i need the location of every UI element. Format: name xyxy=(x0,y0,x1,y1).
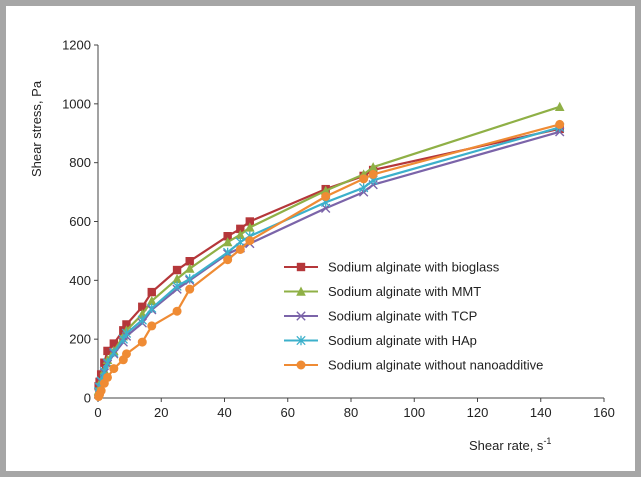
x-axis-label-superscript: -1 xyxy=(543,436,551,446)
data-point xyxy=(321,191,331,201)
y-tick-label: 600 xyxy=(69,214,91,229)
data-point xyxy=(147,321,157,331)
data-point xyxy=(109,364,119,374)
data-point xyxy=(138,302,147,312)
y-tick-label: 200 xyxy=(69,332,91,347)
data-point xyxy=(137,315,147,325)
data-point xyxy=(102,358,113,368)
data-point xyxy=(245,222,255,232)
x-tick-label: 0 xyxy=(94,405,101,420)
legend-marker xyxy=(296,286,306,296)
y-tick-label: 1000 xyxy=(62,96,91,111)
data-point xyxy=(223,255,233,265)
x-tick-label: 20 xyxy=(154,405,168,420)
grid-layer xyxy=(94,44,605,402)
tick-layer: 0 200 400 600 800 1000 1200 0 20 40 60 80 100 120 140 1… xyxy=(62,38,615,421)
y-tick-label: 800 xyxy=(69,155,91,170)
data-point xyxy=(103,346,112,356)
data-point xyxy=(172,281,182,291)
data-point xyxy=(172,273,182,284)
legend-label: Sodium alginate with TCP xyxy=(328,309,477,324)
legend-label: Sodium alginate with HAp xyxy=(328,333,477,348)
data-point xyxy=(121,328,132,338)
data-point xyxy=(185,284,195,294)
x-tick-label: 80 xyxy=(344,405,358,420)
data-point xyxy=(358,182,369,193)
data-point xyxy=(185,274,195,284)
x-tick-label: 100 xyxy=(403,405,425,420)
data-point xyxy=(236,224,245,234)
legend-label: Sodium alginate with bioglass xyxy=(328,260,500,275)
legend: Sodium alginate with bioglass Sodium algi… xyxy=(284,260,543,373)
legend-marker xyxy=(296,262,306,272)
legend-label: Sodium alginate without nanoadditive xyxy=(328,358,543,373)
data-point xyxy=(109,347,119,358)
data-point xyxy=(223,232,232,241)
legend-item-4: Sodium alginate without nanoadditive xyxy=(284,358,543,373)
legend-marker xyxy=(296,335,306,346)
data-point xyxy=(147,287,156,297)
legend-item-3: Sodium alginate with HAp xyxy=(284,333,477,348)
data-point xyxy=(172,265,182,275)
data-point xyxy=(96,386,106,396)
data-point xyxy=(185,257,194,266)
series-layer xyxy=(93,101,565,402)
data-point xyxy=(102,372,112,382)
x-tick-label: 60 xyxy=(281,405,295,420)
x-tick-label: 120 xyxy=(467,405,489,420)
legend-item-1: Sodium alginate with MMT xyxy=(284,284,481,299)
data-point xyxy=(368,162,378,172)
series-0 xyxy=(94,124,564,391)
y-tick-label: 0 xyxy=(84,391,91,406)
data-point xyxy=(554,101,565,111)
data-point xyxy=(320,185,331,195)
y-tick-label: 400 xyxy=(69,273,91,288)
data-point xyxy=(245,217,254,226)
data-point xyxy=(245,236,255,246)
data-point xyxy=(359,174,369,184)
y-axis-label: Shear stress, Pa xyxy=(29,80,44,177)
series-line xyxy=(97,105,561,391)
data-point xyxy=(146,295,157,306)
x-tick-label: 40 xyxy=(217,405,231,420)
x-tick-label: 140 xyxy=(530,405,552,420)
data-point xyxy=(235,229,246,239)
data-point xyxy=(555,119,565,129)
legend-marker xyxy=(296,311,306,321)
data-point xyxy=(122,320,131,329)
data-point xyxy=(368,169,378,179)
data-point xyxy=(235,244,245,254)
data-point xyxy=(121,349,131,359)
x-tick-label: 160 xyxy=(593,405,615,420)
shear-stress-chart: 0 200 400 600 800 1000 1200 0 20 40 60 80 100 120 140 1… xyxy=(29,38,615,454)
legend-item-2: Sodium alginate with TCP xyxy=(284,309,477,324)
data-point xyxy=(172,306,182,316)
data-point xyxy=(147,303,157,313)
x-axis-label-main: Shear rate, s xyxy=(469,438,544,453)
y-tick-label: 1200 xyxy=(62,38,91,53)
series-4 xyxy=(94,119,565,402)
x-axis-label: Shear rate, s-1 xyxy=(469,436,551,453)
chart-frame: 0 200 400 600 800 1000 1200 0 20 40 60 80 100 120 140 1… xyxy=(6,6,635,471)
data-point xyxy=(222,237,233,247)
data-point xyxy=(137,337,147,347)
data-point xyxy=(109,339,119,348)
data-point xyxy=(184,263,195,273)
legend-item-0: Sodium alginate with bioglass xyxy=(284,260,500,275)
legend-label: Sodium alginate with MMT xyxy=(328,284,481,299)
legend-marker xyxy=(296,360,306,370)
